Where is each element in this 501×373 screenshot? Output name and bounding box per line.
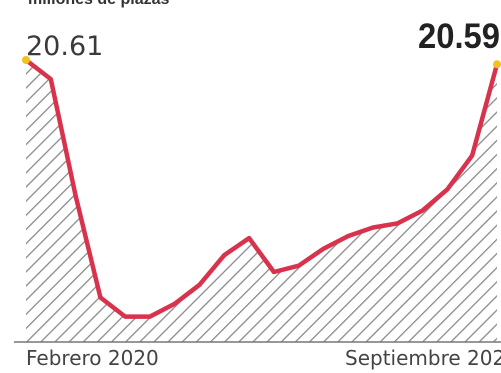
start-point [22,56,30,64]
x-tick-start: Febrero 2020 [26,346,159,370]
chart-subtitle: millones de plazas [28,0,169,8]
end-point [493,60,501,69]
series-line [23,57,500,319]
series-area [26,60,497,342]
end-value-label: 20.59 [418,17,500,56]
x-tick-end: Septiembre 2021 [345,346,501,370]
start-value-label: 20.61 [26,31,103,62]
